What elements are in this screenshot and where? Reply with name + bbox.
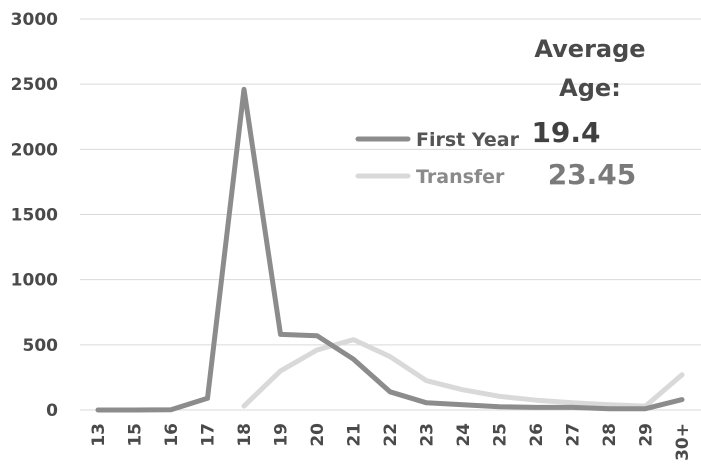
- y-axis-ticks: 0 500 1000 1500 2000 2500 3000: [11, 10, 58, 421]
- y-tick-label: 1500: [11, 206, 58, 226]
- legend-label-transfer: Transfer: [416, 166, 505, 188]
- x-tick-label: 26: [527, 423, 547, 447]
- y-tick-label: 1000: [11, 271, 58, 291]
- x-axis-ticks: 13 15 16 17 18 19 20 21 22 23 24 25 26 27 28 29 30+: [89, 423, 693, 461]
- average-age-label-line2: Age:: [559, 74, 621, 102]
- legend-label-first-year: First Year: [416, 129, 520, 151]
- x-tick-label: 28: [600, 423, 620, 447]
- x-tick-label: 27: [564, 423, 584, 447]
- legend: First Year Transfer: [358, 129, 520, 188]
- y-tick-label: 2000: [11, 140, 58, 160]
- x-tick-label: 17: [199, 423, 219, 447]
- y-tick-label: 500: [23, 336, 59, 356]
- y-tick-label: 0: [46, 401, 58, 421]
- x-tick-label: 23: [418, 423, 438, 447]
- average-age-first-year-value: 19.4: [531, 116, 600, 149]
- average-age-label-line1: Average: [534, 35, 645, 63]
- x-tick-label: 16: [162, 423, 182, 447]
- x-tick-label: 25: [491, 423, 511, 447]
- x-tick-label: 18: [235, 423, 255, 447]
- x-tick-label: 19: [272, 423, 292, 447]
- average-age-annotation: Average Age: 19.4 23.45: [531, 35, 645, 191]
- x-tick-label: 29: [637, 423, 657, 447]
- x-tick-label: 13: [89, 423, 109, 447]
- y-tick-label: 2500: [11, 75, 58, 95]
- x-tick-label: 21: [345, 423, 365, 447]
- x-tick-label: 24: [454, 423, 474, 447]
- x-tick-label: 30+: [673, 423, 693, 461]
- series-line-transfer: [244, 340, 682, 407]
- x-tick-label: 20: [308, 423, 328, 447]
- x-tick-label: 22: [381, 423, 401, 447]
- y-tick-label: 3000: [11, 10, 58, 30]
- x-tick-label: 15: [126, 423, 146, 447]
- average-age-transfer-value: 23.45: [548, 158, 637, 191]
